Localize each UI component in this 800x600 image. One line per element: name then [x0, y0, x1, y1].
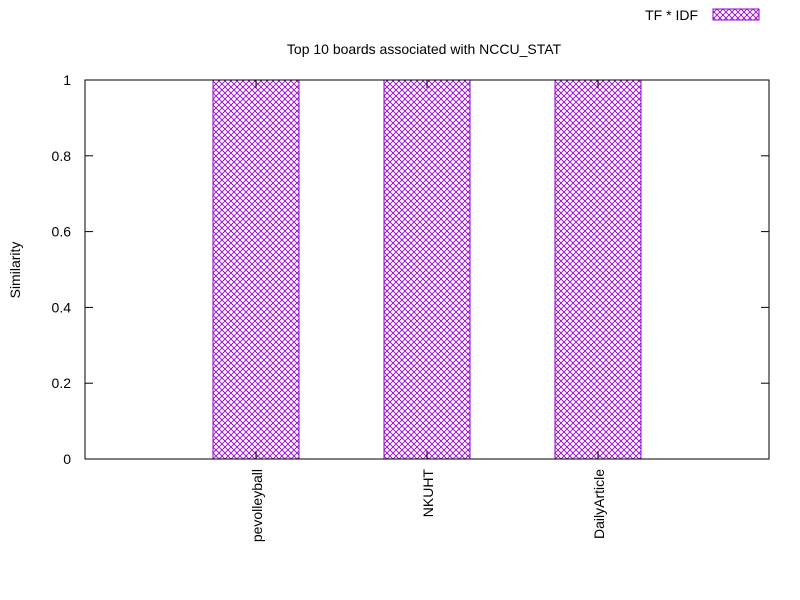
chart-title: Top 10 boards associated with NCCU_STAT	[287, 41, 562, 57]
y-axis-ticks: 0 0.2 0.4 0.6 0.8 1	[52, 72, 769, 467]
bars	[212, 79, 642, 460]
x-tick-label: pevolleyball	[249, 469, 265, 542]
bar	[554, 79, 642, 460]
y-tick-label: 0.8	[52, 148, 72, 164]
y-tick-label: 0	[63, 451, 71, 467]
y-tick-label: 0.2	[52, 375, 72, 391]
bar	[212, 79, 300, 460]
x-tick-label: NKUHT	[420, 469, 436, 518]
y-axis-label: Similarity	[7, 242, 23, 299]
bar	[383, 79, 471, 460]
legend-swatch	[712, 8, 760, 21]
x-tick-label: DailyArticle	[591, 469, 607, 539]
y-tick-label: 0.4	[52, 299, 72, 315]
y-tick-label: 1	[63, 72, 71, 88]
x-axis-tick-labels: pevolleyball NKUHT DailyArticle	[249, 80, 607, 542]
legend-label: TF * IDF	[645, 7, 698, 23]
y-tick-label: 0.6	[52, 224, 72, 240]
plot-frame	[84, 79, 770, 460]
